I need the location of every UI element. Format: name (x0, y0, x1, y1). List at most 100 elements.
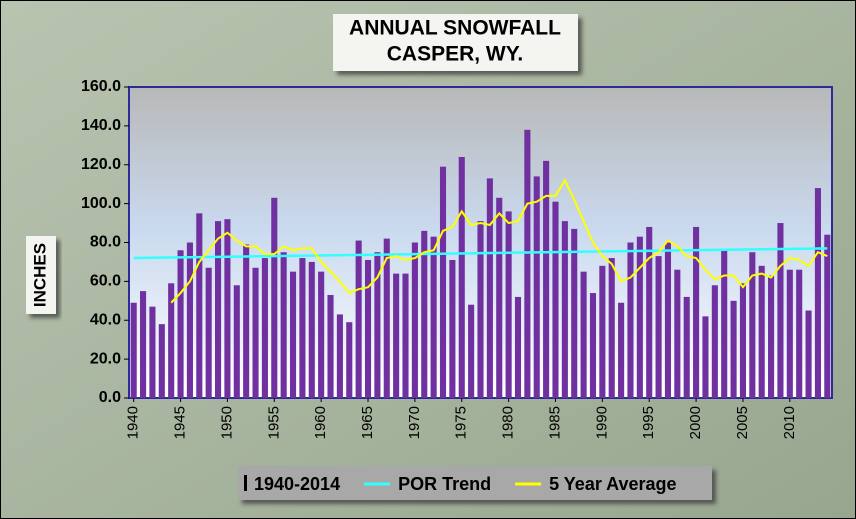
bar (646, 226, 653, 398)
bar (505, 211, 512, 398)
bar (627, 242, 634, 398)
y-tick-label: 100.0 (81, 195, 121, 212)
bar (805, 310, 812, 398)
x-tick-label: 1955 (265, 406, 282, 439)
bar (327, 294, 334, 398)
bar (664, 242, 672, 398)
legend-label: 1940-2014 (254, 474, 340, 494)
bar (280, 252, 287, 398)
x-tick-label: 1950 (218, 406, 235, 439)
bar (439, 166, 447, 398)
bar (186, 242, 193, 398)
x-tick-label: 1965 (359, 406, 376, 439)
bar (721, 250, 728, 398)
legend-swatch (244, 475, 247, 491)
bar (168, 283, 175, 398)
bar (533, 176, 540, 398)
bar (608, 258, 615, 398)
x-tick-label: 2010 (781, 406, 798, 439)
bar (749, 252, 756, 398)
legend (238, 466, 712, 500)
bar (196, 213, 203, 398)
bar (308, 261, 315, 398)
bar (233, 285, 240, 398)
bar (796, 269, 803, 398)
x-tick-label: 1990 (593, 406, 610, 439)
bar (655, 256, 662, 398)
bar (289, 271, 297, 398)
bar (346, 322, 353, 398)
bar (824, 234, 831, 398)
line (170, 178, 828, 304)
bar (477, 221, 484, 398)
bar (486, 178, 493, 398)
bar (552, 201, 559, 398)
line (133, 247, 828, 260)
bar (421, 230, 428, 398)
title-box (333, 14, 578, 71)
bar (618, 302, 625, 398)
bar (364, 259, 372, 398)
bar (130, 302, 137, 398)
bar (683, 296, 690, 398)
x-tick-label: 1960 (312, 406, 329, 439)
bar (571, 228, 578, 398)
bar (140, 291, 147, 398)
x-tick-label: 1995 (640, 406, 657, 439)
x-tick-label: 1945 (172, 406, 189, 439)
chart-title: ANNUAL SNOWFALL (349, 17, 561, 40)
bar (814, 188, 821, 398)
y-axis-label: INCHES (30, 243, 49, 307)
bar (243, 244, 250, 398)
bar (336, 314, 343, 398)
bar (496, 197, 503, 398)
bar (318, 271, 325, 398)
y-tick-label: 40.0 (90, 311, 121, 328)
bar (702, 316, 709, 398)
y-tick-label: 0.0 (99, 389, 121, 406)
bar (580, 271, 587, 398)
bar (299, 258, 306, 398)
legend-label: POR Trend (398, 474, 491, 494)
legend-label: 5 Year Average (549, 474, 676, 494)
y-label-box (26, 236, 56, 314)
bar (599, 265, 606, 398)
bar (158, 324, 165, 398)
bar (543, 160, 550, 398)
bar (458, 156, 465, 398)
bar (215, 221, 222, 398)
bar (374, 252, 381, 398)
bar (468, 304, 475, 398)
bar (636, 236, 643, 398)
x-tick-label: 1970 (406, 406, 423, 439)
x-tick-label: 2000 (687, 406, 704, 439)
x-tick-label: 2005 (734, 406, 751, 439)
bar (252, 267, 259, 398)
x-tick-label: 1940 (125, 406, 142, 439)
bar (177, 250, 184, 398)
bar (430, 236, 437, 398)
y-tick-label: 60.0 (90, 273, 121, 290)
bar (777, 223, 784, 398)
bar (261, 258, 268, 398)
bar (561, 221, 568, 398)
bar (383, 238, 390, 398)
bar (730, 300, 737, 398)
bar (224, 219, 231, 398)
bar (589, 293, 597, 398)
y-tick-label: 140.0 (81, 117, 121, 134)
y-tick-label: 160.0 (81, 78, 121, 95)
bar (205, 267, 212, 398)
bar (514, 296, 522, 398)
bar (693, 226, 700, 398)
bar (739, 283, 746, 398)
bar (768, 275, 775, 398)
x-tick-label: 1985 (546, 406, 563, 439)
y-tick-label: 120.0 (81, 156, 121, 173)
x-tick-label: 1980 (500, 406, 517, 439)
bar (402, 273, 409, 398)
bar (393, 273, 400, 398)
chart-subtitle: CASPER, WY. (387, 43, 524, 66)
bar (524, 129, 531, 398)
y-tick-label: 80.0 (90, 234, 121, 251)
